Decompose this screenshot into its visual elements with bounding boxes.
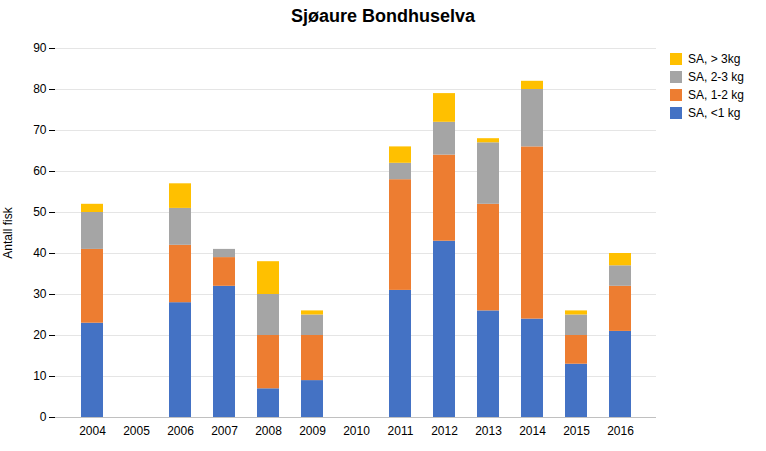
svg-text:0: 0 xyxy=(40,410,47,424)
svg-text:70: 70 xyxy=(33,123,47,137)
svg-text:2006: 2006 xyxy=(167,424,194,438)
svg-text:2008: 2008 xyxy=(255,424,282,438)
svg-text:30: 30 xyxy=(33,287,47,301)
svg-text:2004: 2004 xyxy=(79,424,106,438)
svg-text:40: 40 xyxy=(33,246,47,260)
svg-text:10: 10 xyxy=(33,369,47,383)
html-text:Sjøaure Bondhuselva: Sjøaure Bondhuselva xyxy=(291,6,475,26)
svg-text:2010: 2010 xyxy=(343,424,370,438)
svg-text:50: 50 xyxy=(33,205,47,219)
svg-text:60: 60 xyxy=(33,164,47,178)
html-text:SA, 1-2 kg: SA, 1-2 kg xyxy=(688,88,744,102)
html-text:SA, > 3kg: SA, > 3kg xyxy=(688,52,741,66)
svg-text:2012: 2012 xyxy=(431,424,458,438)
svg-text:2005: 2005 xyxy=(123,424,150,438)
svg-text:2007: 2007 xyxy=(211,424,238,438)
svg-text:2014: 2014 xyxy=(519,424,546,438)
svg-text:80: 80 xyxy=(33,82,47,96)
svg-text:90: 90 xyxy=(33,41,47,55)
svg-text:2015: 2015 xyxy=(563,424,590,438)
svg-text:20: 20 xyxy=(33,328,47,342)
html-text:SA, <1 kg: SA, <1 kg xyxy=(688,106,741,120)
svg-text:Antall fisk: Antall fisk xyxy=(1,206,15,258)
svg-text:2009: 2009 xyxy=(299,424,326,438)
svg-text:2013: 2013 xyxy=(475,424,502,438)
html-text:SA, 2-3 kg: SA, 2-3 kg xyxy=(688,70,744,84)
svg-text:2011: 2011 xyxy=(388,424,414,438)
svg-text:2016: 2016 xyxy=(607,424,634,438)
